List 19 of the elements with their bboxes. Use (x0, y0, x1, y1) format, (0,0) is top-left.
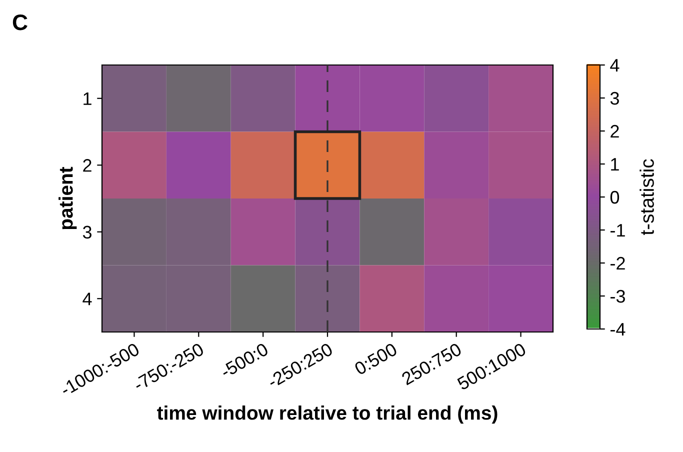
y-tick-label: 4 (82, 292, 92, 306)
x-tick-label: -500:0 (220, 342, 270, 378)
y-tick-label: 2 (83, 159, 92, 172)
x-axis-title: time window relative to trial end (ms) (157, 406, 498, 424)
color-bar-label: -3 (610, 290, 625, 303)
color-bar-label: 1 (611, 158, 619, 171)
y-tick-label: 1 (84, 92, 92, 105)
color-bar-label: 0 (610, 190, 620, 204)
color-bar-label: 3 (610, 92, 619, 105)
y-tick-label: 3 (82, 226, 92, 239)
color-bar-label: -4 (610, 323, 626, 336)
y-axis-title: patient (58, 166, 77, 230)
x-tick-label: 0:500 (354, 342, 398, 376)
color-bar-label: -1 (610, 224, 625, 237)
color-bar-title: t-statistic (640, 159, 654, 236)
text: C (12, 14, 28, 30)
color-bar-label: 2 (610, 124, 619, 138)
color-bar-label: 4 (610, 59, 620, 72)
color-bar-label: -2 (610, 256, 625, 270)
